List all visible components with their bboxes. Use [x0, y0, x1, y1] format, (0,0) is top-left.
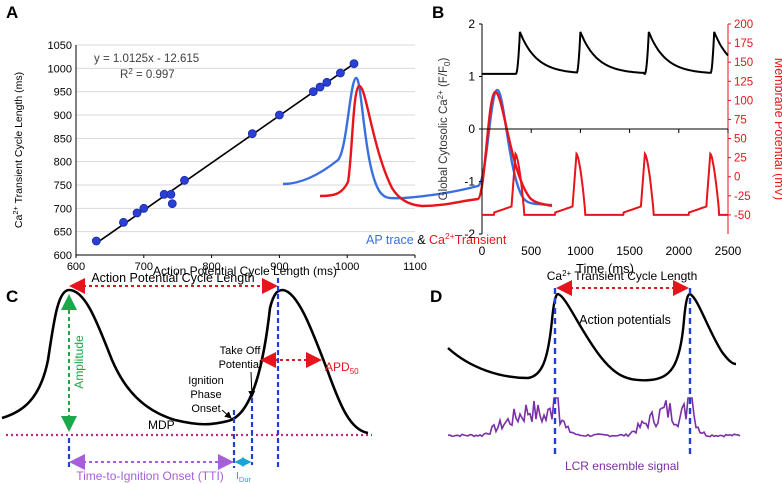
c-takeoff-pointer [248, 371, 256, 398]
b-x-tick-label: 500 [521, 244, 541, 258]
a-inset-ap-trace [282, 76, 553, 207]
a-data-point [274, 110, 284, 120]
a-data-point [349, 59, 359, 69]
d-ap-label: Action potentials [579, 313, 671, 327]
b-x-title: Time (ms) [576, 261, 634, 276]
b-right-tick-label: 175 [734, 38, 753, 50]
b-y-right-title: Membrane Potential (mV) [772, 58, 782, 200]
c-ignition-label-1: Ignition [188, 375, 223, 387]
a-y-title: Ca2+ Transient Cycle Length (ms) [11, 72, 25, 228]
a-data-point [167, 199, 177, 209]
a-x-tick-label: 700 [135, 261, 153, 273]
a-x-tick-label: 900 [270, 261, 288, 273]
a-y-tick-label: 1000 [48, 63, 72, 75]
b-x-tick-label: 2000 [665, 244, 692, 258]
a-equation: y = 1.0125x - 12.615 [94, 53, 199, 65]
a-r2: R2 = 0.997 [120, 67, 175, 81]
a-y-tick-label: 800 [54, 157, 72, 169]
c-cycle-label: Action Potential Cycle Length [91, 271, 254, 285]
b-left-tick-label: -2 [464, 227, 475, 241]
panel-a-label: A [6, 3, 18, 22]
b-x-tick-label: 1500 [616, 244, 643, 258]
b-ap-trace [482, 150, 728, 216]
a-x-tick-label: 1100 [403, 261, 427, 273]
a-data-point [132, 208, 142, 218]
c-tti-label: Time-to-Ignition Onset (TTI) [76, 469, 224, 483]
d-cycle-label: Ca2+ Transient Cycle Length [547, 269, 698, 283]
a-data-point [91, 236, 101, 246]
c-takeoff-label-1: Take Off [220, 345, 262, 357]
a-data-point [139, 203, 149, 213]
a-data-point [166, 189, 176, 199]
b-right-tick-label: -25 [734, 191, 751, 203]
a-x-tick-label: 800 [202, 261, 220, 273]
d-lcr-label: LCR ensemble signal [565, 459, 679, 473]
c-ignition-label-2: Phase [190, 389, 221, 401]
b-right-tick-label: 125 [734, 76, 753, 88]
a-data-point [119, 217, 128, 227]
panel-d-label: D [430, 287, 442, 306]
a-data-point [180, 175, 189, 185]
b-right-tick-label: 25 [734, 153, 747, 165]
b-left-tick-label: 0 [468, 122, 475, 136]
a-y-tick-label: 1050 [48, 40, 72, 52]
a-x-tick-label: 600 [67, 261, 85, 273]
panel-c-diagram: Action Potential Cycle Length Amplitude … [1, 271, 372, 484]
a-inset-ca-trace [319, 84, 553, 208]
d-ap-trace [447, 292, 737, 382]
c-ignition-label-3: Onset [191, 403, 220, 415]
a-data-point [308, 87, 318, 97]
b-right-tick-label: 0 [734, 172, 740, 184]
b-x-tick-label: 2500 [715, 244, 742, 258]
a-inset-legend: AP trace & Ca2+Transient [366, 231, 507, 247]
c-apd-label: APD50 [325, 360, 359, 376]
b-ca-trace [482, 31, 729, 75]
a-y-tick-label: 750 [54, 180, 72, 192]
panel-b-label: B [432, 3, 444, 22]
b-left-tick-label: 2 [468, 17, 475, 31]
panel-a-chart: 600 650 700 750 800 850 900 950 1000 1050 600 700 80… [11, 40, 553, 278]
c-ap-trace [1, 288, 369, 435]
b-left-tick-label: 1 [468, 70, 475, 84]
a-data-point [336, 68, 345, 78]
b-x-tick-label: 1000 [567, 244, 594, 258]
a-y-tick-label: 900 [54, 110, 72, 122]
a-data-point [322, 77, 332, 87]
a-y-tick-label: 650 [54, 227, 72, 239]
a-y-tick-label: 700 [54, 203, 72, 215]
a-y-tick-label: 850 [54, 133, 72, 145]
a-y-tick-label: 600 [54, 250, 72, 262]
a-x-title: Action Potential Cycle Length (ms) [153, 264, 337, 278]
b-y-left-title: Global Cytosolic Ca2+ (F/F0) [436, 58, 452, 201]
b-right-tick-label: 100 [734, 95, 753, 107]
c-takeoff-label-2: Potential [219, 359, 262, 371]
b-right-tick-label: 75 [734, 114, 747, 126]
c-mdp-label: MDP [148, 418, 175, 432]
b-x-tick-label: 0 [479, 244, 486, 258]
a-data-point [247, 129, 257, 139]
b-right-tick-label: 150 [734, 57, 753, 69]
d-lcr-trace [447, 397, 741, 438]
b-right-tick-label: -50 [734, 210, 751, 222]
b-left-tick-label: -1 [464, 175, 475, 189]
b-right-tick-label: 50 [734, 134, 747, 146]
a-data-point [315, 82, 325, 92]
c-idur-label: IDur [236, 470, 252, 484]
c-amplitude-label: Amplitude [72, 335, 86, 389]
panel-c-label: C [6, 287, 18, 306]
c-ignition-pointer [221, 409, 232, 419]
panel-d-diagram: Ca2+ Transient Cycle Length Action poten… [447, 269, 741, 473]
a-x-tick-label: 1000 [335, 261, 359, 273]
b-right-tick-label: 200 [734, 19, 753, 31]
a-y-tick-label: 950 [54, 87, 72, 99]
